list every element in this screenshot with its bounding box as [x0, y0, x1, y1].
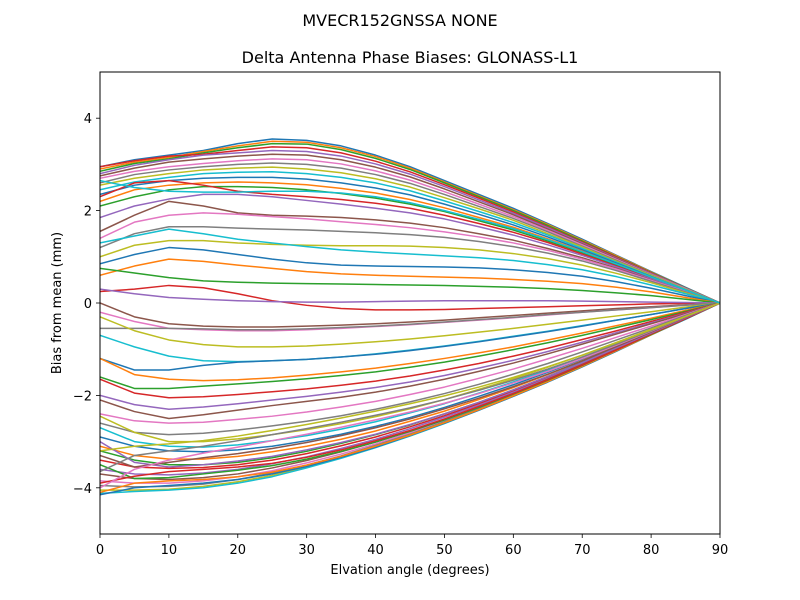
- series-line-9: [100, 166, 720, 304]
- series-line-25: [100, 288, 720, 304]
- series-line-16: [100, 200, 720, 304]
- x-tick-label: 10: [161, 543, 178, 558]
- y-axis: −4 −2 0 2 4: [73, 112, 100, 497]
- series-line-18: [100, 226, 720, 304]
- series-line-23: [100, 267, 720, 304]
- series-line-7: [100, 158, 720, 304]
- figure-suptitle: MVECR152GNSSA NONE: [302, 11, 497, 30]
- series-line-34: [100, 302, 720, 399]
- series-line-57: [100, 302, 720, 489]
- x-tick-label: 20: [230, 543, 247, 558]
- series-line-22: [100, 258, 720, 304]
- series-line-19: [100, 239, 720, 304]
- series-line-37: [100, 302, 720, 424]
- series-line-8: [100, 162, 720, 304]
- x-tick-label: 30: [298, 543, 315, 558]
- series-line-10: [100, 171, 720, 304]
- series-line-26: [100, 302, 720, 328]
- series-line-17: [100, 212, 720, 304]
- x-tick-label: 90: [712, 543, 729, 558]
- series-line-11: [100, 176, 720, 304]
- series-line-35: [100, 302, 720, 411]
- x-axis-label: Elvation angle (degrees): [330, 563, 489, 578]
- series-line-15: [100, 193, 720, 304]
- series-line-21: [100, 246, 720, 304]
- x-tick-label: 60: [505, 543, 522, 558]
- x-tick-label: 50: [436, 543, 453, 558]
- series-line-33: [100, 302, 720, 390]
- chart-title: Delta Antenna Phase Biases: GLONASS-L1: [242, 48, 579, 67]
- series-line-54: [100, 302, 720, 484]
- series-line-13: [100, 185, 720, 304]
- series-line-36: [100, 302, 720, 420]
- y-tick-label: −4: [73, 482, 92, 497]
- series-line-24: [100, 284, 720, 311]
- series-line-32: [100, 302, 720, 382]
- y-tick-label: 2: [84, 205, 92, 220]
- x-tick-label: 70: [574, 543, 591, 558]
- series-line-29: [100, 302, 720, 348]
- series-group: [100, 138, 720, 496]
- x-tick-label: 40: [367, 543, 384, 558]
- series-line-52: [100, 302, 720, 494]
- series-line-28: [100, 302, 720, 331]
- x-tick-label: 0: [96, 543, 104, 558]
- series-line-60: [100, 179, 720, 304]
- series-line-55: [100, 302, 720, 468]
- series-line-4: [100, 146, 720, 304]
- y-axis-label: Bias from mean (mm): [50, 232, 65, 374]
- series-line-2: [100, 140, 720, 304]
- y-tick-label: −2: [73, 389, 92, 404]
- series-line-56: [100, 302, 720, 468]
- series-line-14: [100, 179, 720, 304]
- series-line-31: [100, 302, 720, 371]
- y-tick-label: 0: [84, 297, 92, 312]
- series-line-59: [100, 302, 720, 452]
- x-axis: 0 10 20 30 40 50 60 70 80 90: [96, 534, 728, 558]
- x-tick-label: 80: [643, 543, 660, 558]
- series-line-58: [100, 302, 720, 473]
- series-line-6: [100, 153, 720, 304]
- series-line-20: [100, 228, 720, 304]
- series-line-38: [100, 302, 720, 436]
- y-tick-label: 4: [84, 112, 92, 127]
